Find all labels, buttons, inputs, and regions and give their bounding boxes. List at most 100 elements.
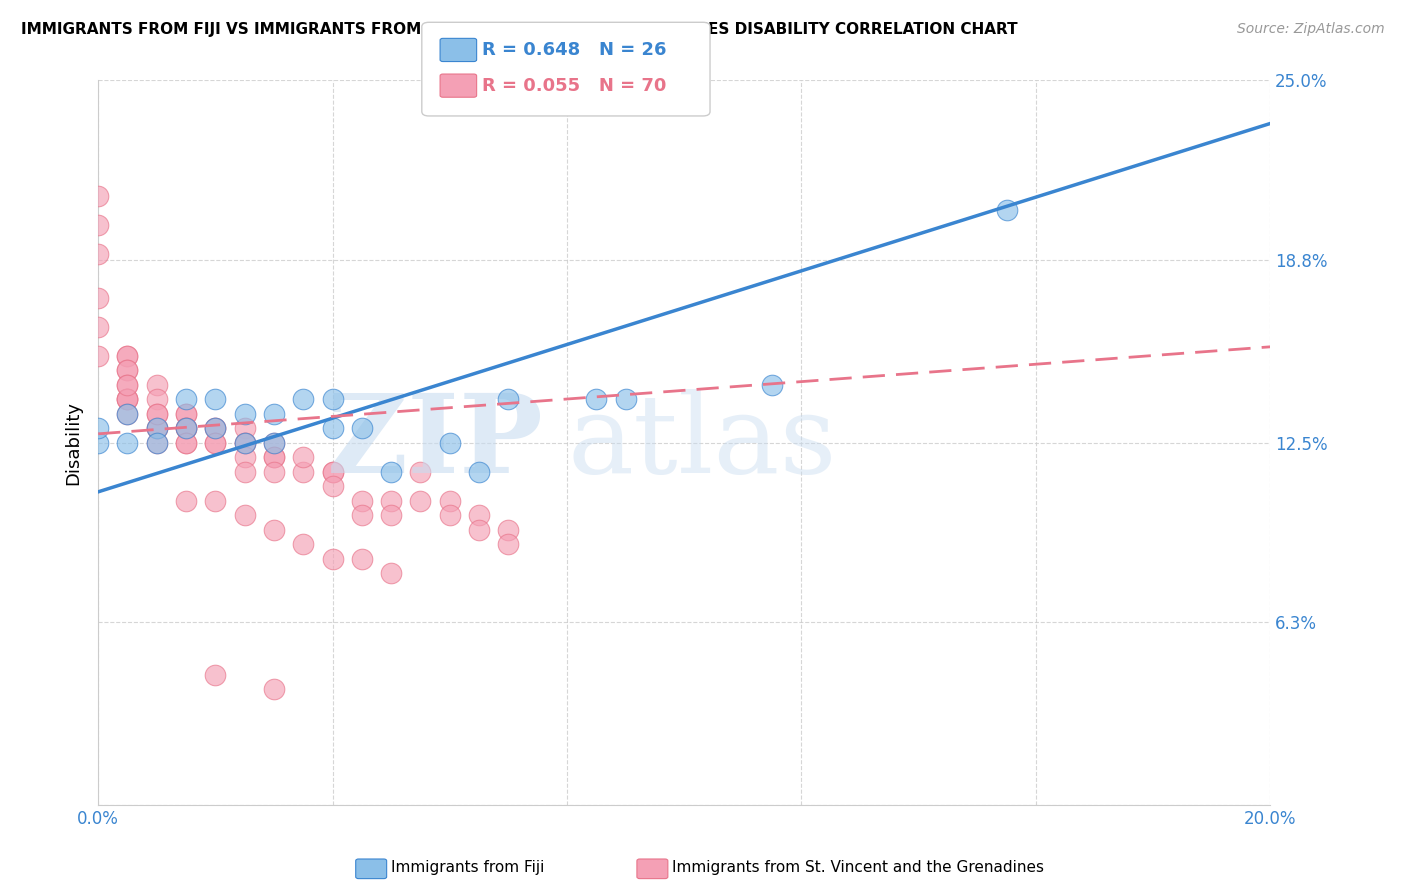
Point (204, 435, 226, 450)
Point (322, 392, 344, 406)
Point (263, 407, 285, 421)
Point (233, 421, 256, 435)
Point (380, 465, 402, 479)
Point (87, 218, 110, 232)
Point (350, 421, 373, 435)
Point (439, 493, 461, 508)
Point (263, 523, 285, 537)
Point (380, 508, 402, 522)
Point (146, 421, 169, 435)
Point (498, 392, 520, 406)
Point (117, 377, 139, 392)
Point (380, 566, 402, 580)
Point (146, 435, 169, 450)
Point (146, 392, 169, 406)
Point (350, 493, 373, 508)
Point (117, 435, 139, 450)
Y-axis label: Disability: Disability (65, 401, 82, 484)
Point (233, 508, 256, 522)
Point (174, 407, 197, 421)
Point (174, 421, 197, 435)
Point (322, 551, 344, 566)
Text: Immigrants from Fiji: Immigrants from Fiji (391, 861, 544, 875)
Point (174, 421, 197, 435)
Point (233, 435, 256, 450)
Point (233, 450, 256, 464)
Point (204, 493, 226, 508)
Point (322, 465, 344, 479)
Point (498, 523, 520, 537)
Point (146, 421, 169, 435)
Point (292, 465, 315, 479)
Point (117, 377, 139, 392)
Point (233, 465, 256, 479)
Text: Source: ZipAtlas.com: Source: ZipAtlas.com (1237, 22, 1385, 37)
Point (87, 291, 110, 305)
Point (322, 465, 344, 479)
Point (174, 493, 197, 508)
Point (87, 189, 110, 203)
Point (350, 508, 373, 522)
Text: R = 0.055   N = 70: R = 0.055 N = 70 (482, 77, 666, 95)
Point (117, 363, 139, 377)
Point (204, 421, 226, 435)
Point (117, 407, 139, 421)
Point (117, 363, 139, 377)
Point (204, 421, 226, 435)
Point (322, 421, 344, 435)
Point (117, 349, 139, 363)
Point (292, 537, 315, 551)
Point (174, 407, 197, 421)
Point (468, 465, 491, 479)
Text: Immigrants from St. Vincent and the Grenadines: Immigrants from St. Vincent and the Gren… (672, 861, 1045, 875)
Point (174, 435, 197, 450)
Point (263, 450, 285, 464)
Point (174, 421, 197, 435)
Point (174, 435, 197, 450)
Point (204, 392, 226, 406)
Point (439, 508, 461, 522)
Text: IMMIGRANTS FROM FIJI VS IMMIGRANTS FROM ST. VINCENT AND THE GRENADINES DISABILIT: IMMIGRANTS FROM FIJI VS IMMIGRANTS FROM … (21, 22, 1018, 37)
Point (146, 421, 169, 435)
Point (614, 392, 637, 406)
Point (292, 392, 315, 406)
Point (117, 392, 139, 406)
Point (233, 407, 256, 421)
Point (174, 392, 197, 406)
Point (995, 203, 1018, 218)
Point (87, 421, 110, 435)
Point (380, 493, 402, 508)
Point (146, 407, 169, 421)
Point (409, 493, 432, 508)
Point (468, 523, 491, 537)
Text: atlas: atlas (567, 389, 837, 496)
Point (146, 407, 169, 421)
Point (498, 537, 520, 551)
Point (233, 435, 256, 450)
Point (87, 247, 110, 261)
Text: R = 0.648   N = 26: R = 0.648 N = 26 (482, 41, 666, 59)
Point (292, 450, 315, 464)
Point (322, 479, 344, 493)
Point (87, 349, 110, 363)
Point (263, 435, 285, 450)
Point (117, 349, 139, 363)
Point (174, 421, 197, 435)
Point (468, 508, 491, 522)
Point (204, 421, 226, 435)
Point (761, 377, 783, 392)
Point (263, 450, 285, 464)
Point (204, 667, 226, 681)
Point (263, 435, 285, 450)
Point (585, 392, 607, 406)
Point (233, 435, 256, 450)
Text: ZIP: ZIP (326, 389, 544, 496)
Point (263, 681, 285, 696)
Point (117, 392, 139, 406)
Point (146, 377, 169, 392)
Point (204, 435, 226, 450)
Point (350, 551, 373, 566)
Point (117, 407, 139, 421)
Point (87, 435, 110, 450)
Point (409, 465, 432, 479)
